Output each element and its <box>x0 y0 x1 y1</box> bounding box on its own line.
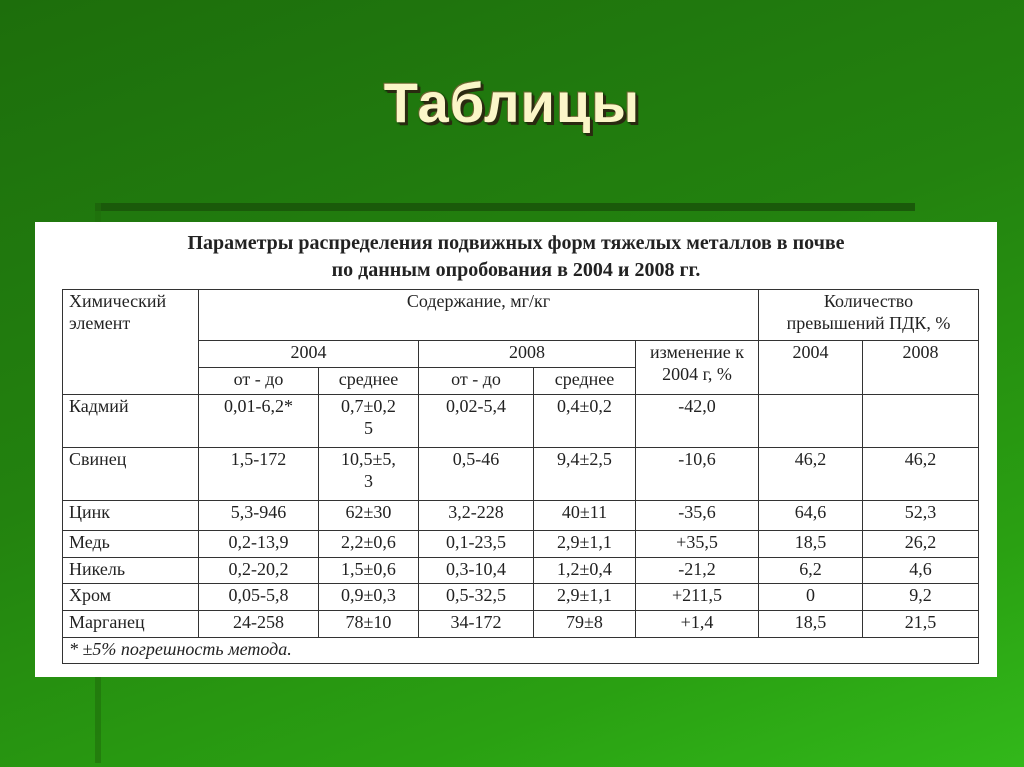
element-name: Хром <box>62 583 199 611</box>
table-cell: 0,3-10,4 <box>418 557 534 584</box>
table-cell: 46,2 <box>758 447 863 501</box>
table-cell: -10,6 <box>635 447 759 501</box>
table-cell: 0,2-20,2 <box>198 557 319 584</box>
table-image: Параметры распределения подвижных форм т… <box>35 222 997 677</box>
table-cell: 0 <box>758 583 863 611</box>
header-2008: 2008 <box>418 340 636 368</box>
header-range-2008: от - до <box>418 367 534 395</box>
table-cell: -21,2 <box>635 557 759 584</box>
header-change: изменение к 2004 г, % <box>635 340 759 395</box>
table-cell: 0,2-13,9 <box>198 530 319 558</box>
element-name: Никель <box>62 557 199 584</box>
element-name: Кадмий <box>62 394 199 448</box>
table-cell: 1,5±0,6 <box>318 557 419 584</box>
table-row: Хром 0,05-5,8 0,9±0,3 0,5-32,5 2,9±1,1 +211,5… <box>62 583 979 611</box>
table-cell: 2,2±0,6 <box>318 530 419 558</box>
slide-title: Таблицы <box>383 71 641 134</box>
header-range-2004: от - до <box>198 367 319 395</box>
table-cell <box>758 394 863 448</box>
table-cell: 0,02-5,4 <box>418 394 534 448</box>
table-cell: 64,6 <box>758 500 863 531</box>
decorative-strip <box>95 203 915 211</box>
table-cell: 4,6 <box>862 557 979 584</box>
table-row: Цинк 5,3-946 62±30 3,2-228 40±11 -35,6 64,6 52,… <box>62 500 979 531</box>
table-cell: 3,2-228 <box>418 500 534 531</box>
header-row-3: от - до среднее от - до среднее <box>63 367 979 395</box>
table-row: Никель 0,2-20,2 1,5±0,6 0,3-10,4 1,2±0,4 -21,… <box>62 557 979 584</box>
table-cell: 79±8 <box>533 610 636 638</box>
header-row-1: Химический элемент Содержание, мг/кг Кол… <box>62 289 979 395</box>
footnote: * ±5% погрешность метода. <box>62 637 979 664</box>
table-cell: 5,3-946 <box>198 500 319 531</box>
table-cell: 0,05-5,8 <box>198 583 319 611</box>
header-element: Химический элемент <box>62 289 199 395</box>
table-cell: 1,2±0,4 <box>533 557 636 584</box>
table-cell: 0,7±0,2 5 <box>318 394 419 448</box>
header-exc-2008: 2008 <box>862 340 979 395</box>
table-caption-line1: Параметры распределения подвижных форм т… <box>187 232 845 254</box>
header-mean-2004: среднее <box>318 367 419 395</box>
table-cell: 21,5 <box>862 610 979 638</box>
table-cell: 0,01-6,2* <box>198 394 319 448</box>
header-mean-2008: среднее <box>533 367 636 395</box>
table-cell: -42,0 <box>635 394 759 448</box>
element-name: Цинк <box>62 500 199 531</box>
table-cell: 34-172 <box>418 610 534 638</box>
header-exceedances: Количество превышений ПДК, % <box>758 289 979 341</box>
table-cell: 0,5-32,5 <box>418 583 534 611</box>
table-cell: 0,5-46 <box>418 447 534 501</box>
header-exc-2004: 2004 <box>758 340 863 395</box>
table-cell: 10,5±5, 3 <box>318 447 419 501</box>
element-name: Медь <box>62 530 199 558</box>
table-cell: 0,1-23,5 <box>418 530 534 558</box>
table-cell: 78±10 <box>318 610 419 638</box>
table-cell: 2,9±1,1 <box>533 530 636 558</box>
table-row: Медь 0,2-13,9 2,2±0,6 0,1-23,5 2,9±1,1 +35,5 1… <box>62 530 979 558</box>
table-caption: Параметры распределения подвижных форм т… <box>35 230 997 284</box>
header-content: Содержание, мг/кг <box>198 289 759 341</box>
table-cell: 62±30 <box>318 500 419 531</box>
table-cell: 9,2 <box>862 583 979 611</box>
table-cell: +1,4 <box>635 610 759 638</box>
metals-table: Химический элемент Содержание, мг/кг Кол… <box>62 289 979 664</box>
table-cell: -35,6 <box>635 500 759 531</box>
table-cell: 0,9±0,3 <box>318 583 419 611</box>
table-cell: 6,2 <box>758 557 863 584</box>
table-caption-line2: по данным опробования в 2004 и 2008 гг. <box>331 259 701 281</box>
table-cell: 40±11 <box>533 500 636 531</box>
table-cell: 52,3 <box>862 500 979 531</box>
table-cell: 2,9±1,1 <box>533 583 636 611</box>
table-cell: 18,5 <box>758 610 863 638</box>
table-row: Свинец 1,5-172 10,5±5, 3 0,5-46 9,4±2,5 -10,6… <box>62 447 979 501</box>
table-cell: 26,2 <box>862 530 979 558</box>
footnote-row: * ±5% погрешность метода. <box>62 637 979 664</box>
table-cell: +211,5 <box>635 583 759 611</box>
element-name: Марганец <box>62 610 199 638</box>
header-2004: 2004 <box>198 340 419 368</box>
table-cell: 1,5-172 <box>198 447 319 501</box>
table-cell: 46,2 <box>862 447 979 501</box>
table-cell: 0,4±0,2 <box>533 394 636 448</box>
table-cell: 24-258 <box>198 610 319 638</box>
table-cell: 9,4±2,5 <box>533 447 636 501</box>
table-cell: 18,5 <box>758 530 863 558</box>
header-row-2: 2004 2008 изменение к 2004 г, % 2004 200… <box>63 340 979 395</box>
element-name: Свинец <box>62 447 199 501</box>
table-row: Марганец 24-258 78±10 34-172 79±8 +1,4 18,5 21,… <box>62 610 979 638</box>
table-cell: +35,5 <box>635 530 759 558</box>
table-cell <box>862 394 979 448</box>
table-row: Кадмий 0,01-6,2* 0,7±0,2 5 0,02-5,4 0,4±0,2-… <box>62 394 979 448</box>
